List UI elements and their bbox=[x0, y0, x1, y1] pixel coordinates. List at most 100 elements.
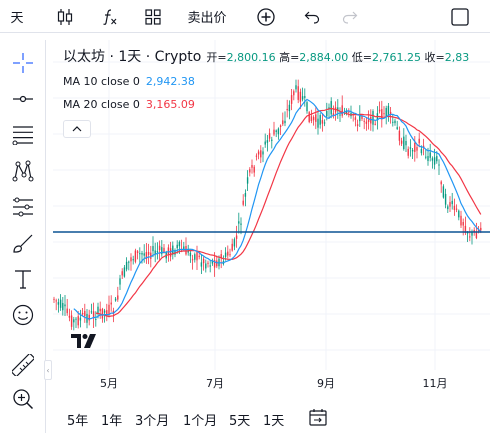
sell-button[interactable]: 卖出价 bbox=[182, 0, 232, 33]
candle-body bbox=[163, 247, 165, 253]
close-label: 收= bbox=[424, 51, 445, 64]
candle-body bbox=[403, 136, 405, 150]
range-5y[interactable]: 5年 bbox=[67, 414, 89, 429]
candle-body bbox=[112, 310, 115, 314]
candle-body bbox=[293, 91, 295, 96]
candle-body bbox=[442, 186, 445, 198]
candle-body bbox=[447, 206, 449, 210]
candle-body bbox=[268, 133, 271, 139]
text-tool[interactable] bbox=[7, 265, 39, 293]
interval-button[interactable]: 天 bbox=[4, 0, 30, 33]
candle-body bbox=[396, 127, 398, 129]
sell-label: 卖出价 bbox=[187, 11, 227, 26]
tradingview-logo-icon bbox=[71, 334, 96, 348]
candle-body bbox=[363, 120, 365, 122]
candle-body bbox=[114, 298, 117, 301]
fib-retracement-icon bbox=[12, 126, 33, 145]
date-range-bar: 5年 1年 3个月 1个月 5天 1天 bbox=[53, 403, 490, 433]
indicator-ma20[interactable]: MA 20 close 0 3,165.09 bbox=[63, 98, 195, 111]
candle-body bbox=[213, 259, 216, 268]
candle-body bbox=[273, 129, 275, 135]
candle-body bbox=[244, 193, 247, 197]
candle-body bbox=[84, 310, 86, 317]
candle-body bbox=[451, 200, 453, 205]
brush-tool[interactable] bbox=[7, 229, 39, 257]
indicator-ma10[interactable]: MA 10 close 0 2,942.38 bbox=[63, 75, 195, 88]
chart-type-button[interactable] bbox=[52, 0, 78, 33]
range-5d[interactable]: 5天 bbox=[229, 414, 251, 429]
candle-body bbox=[64, 304, 66, 307]
candle-body bbox=[150, 252, 152, 259]
candle-body bbox=[337, 107, 339, 112]
ohlc-values: 开=2,800.16 高=2,884.00 低=2,761.25 收=2,83 bbox=[206, 51, 469, 64]
candle-body bbox=[191, 259, 194, 261]
candle-body bbox=[119, 278, 121, 285]
legend-collapse-button[interactable] bbox=[63, 120, 91, 138]
candle-body bbox=[99, 308, 101, 312]
candle-body bbox=[264, 141, 266, 145]
candle-body bbox=[136, 251, 139, 253]
candle-body bbox=[361, 115, 363, 119]
candle-body bbox=[438, 164, 440, 166]
candle-body bbox=[306, 102, 308, 112]
candle-body bbox=[385, 107, 387, 116]
candle-body bbox=[134, 250, 137, 262]
candle-body bbox=[315, 114, 317, 122]
ma10-line bbox=[73, 98, 482, 320]
interval-label: 天 bbox=[10, 11, 24, 26]
price-chart[interactable] bbox=[53, 40, 490, 370]
zoom-in-icon bbox=[13, 389, 34, 410]
symbol-title[interactable]: 以太坊 · 1天 · Crypto bbox=[63, 49, 202, 65]
candle-body bbox=[277, 128, 280, 135]
candle-body bbox=[282, 120, 284, 125]
indicators-button[interactable] bbox=[97, 0, 123, 33]
candle-body bbox=[299, 91, 302, 102]
candle-body bbox=[321, 120, 324, 124]
pattern-tool[interactable] bbox=[7, 157, 39, 185]
candle-body bbox=[319, 115, 321, 125]
undo-button[interactable] bbox=[299, 0, 325, 33]
layout-button[interactable] bbox=[140, 0, 166, 33]
candle-body bbox=[367, 119, 370, 122]
candle-body bbox=[229, 254, 231, 256]
chart-canvas[interactable] bbox=[53, 40, 490, 370]
candle-body bbox=[121, 271, 123, 276]
redo-button[interactable] bbox=[337, 0, 363, 33]
goto-date-button[interactable] bbox=[308, 407, 328, 431]
tradingview-logo[interactable] bbox=[71, 333, 97, 349]
candle-body bbox=[394, 120, 396, 124]
ruler-tool[interactable] bbox=[7, 351, 39, 379]
crosshair-tool[interactable] bbox=[7, 49, 39, 77]
candle-body bbox=[70, 315, 73, 327]
candle-body bbox=[279, 125, 282, 127]
zoom-tool[interactable] bbox=[7, 385, 39, 413]
candle-body bbox=[88, 314, 90, 321]
fib-tool[interactable] bbox=[7, 121, 39, 149]
range-3m[interactable]: 3个月 bbox=[135, 414, 170, 429]
trend-line-tool[interactable] bbox=[7, 85, 39, 113]
candle-body bbox=[339, 114, 341, 116]
time-axis[interactable]: 5月 7月 9月 11月 bbox=[53, 370, 490, 396]
open-value: 2,800.16 bbox=[226, 51, 276, 64]
candle-body bbox=[224, 252, 227, 257]
candle-body bbox=[156, 251, 159, 253]
candle-body bbox=[200, 262, 203, 267]
candle-body bbox=[207, 262, 209, 264]
range-1y[interactable]: 1年 bbox=[101, 414, 123, 429]
candle-body bbox=[233, 239, 236, 247]
redo-icon bbox=[342, 11, 358, 24]
toolbar-collapse-handle[interactable]: ‹ bbox=[44, 360, 52, 380]
candle-body bbox=[235, 235, 238, 239]
range-1d[interactable]: 1天 bbox=[263, 414, 285, 429]
emoji-tool[interactable] bbox=[7, 301, 39, 329]
candle-body bbox=[260, 150, 262, 158]
candle-body bbox=[59, 299, 62, 308]
range-1m[interactable]: 1个月 bbox=[183, 414, 218, 429]
candle-body bbox=[53, 298, 55, 300]
indicator-value: 2,942.38 bbox=[145, 75, 195, 88]
add-button[interactable] bbox=[253, 0, 279, 33]
prediction-tool[interactable] bbox=[7, 193, 39, 221]
fullscreen-button[interactable] bbox=[447, 0, 473, 33]
candle-body bbox=[458, 210, 460, 218]
candle-body bbox=[420, 149, 423, 154]
